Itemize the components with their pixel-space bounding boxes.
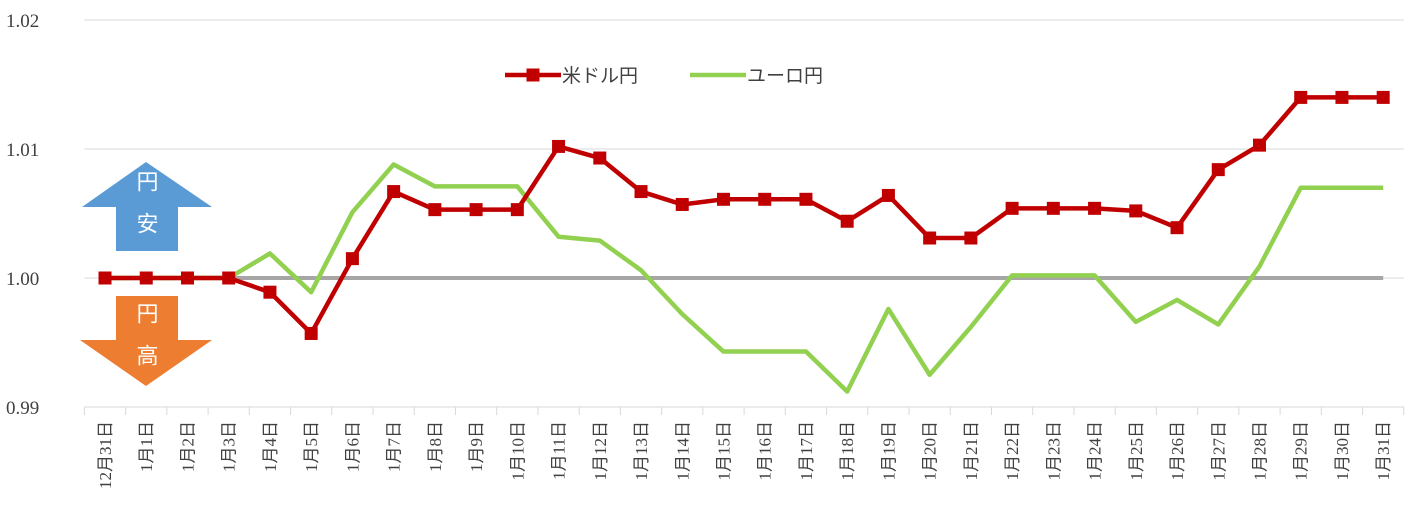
x-tick-label: 1月5日 — [302, 421, 321, 472]
x-tick-label: 1月27日 — [1209, 421, 1228, 481]
legend-label: 米ドル円 — [562, 65, 638, 87]
marker — [1046, 201, 1060, 215]
marker — [593, 151, 607, 165]
x-tick-label: 1月16日 — [756, 421, 775, 481]
marker — [387, 185, 401, 199]
marker — [840, 214, 854, 228]
marker — [139, 271, 153, 285]
marker — [222, 271, 236, 285]
x-tick-label: 12月31日 — [96, 421, 115, 489]
marker — [304, 326, 318, 340]
x-tick-label: 1月12日 — [591, 421, 610, 481]
x-tick-label: 1月13日 — [632, 421, 651, 481]
marker — [552, 139, 566, 153]
arrow-down — [80, 296, 212, 386]
x-tick-label: 1月23日 — [1044, 421, 1063, 481]
marker — [1252, 138, 1266, 152]
series-line — [105, 95, 1384, 336]
marker — [345, 252, 359, 266]
marker — [675, 197, 689, 211]
x-tick-label: 1月28日 — [1250, 421, 1269, 481]
legend-marker — [526, 68, 540, 82]
x-tick-label: 1月4日 — [261, 421, 280, 472]
x-tick-label: 1月29日 — [1292, 421, 1311, 481]
x-tick-label: 1月25日 — [1127, 421, 1146, 481]
series-line — [105, 162, 1384, 394]
marker — [716, 192, 730, 206]
x-tick-label: 1月1日 — [137, 421, 156, 472]
marker — [1376, 90, 1390, 104]
x-tick-label: 1月24日 — [1086, 421, 1105, 481]
marker — [1088, 201, 1102, 215]
y-tick-label: 1.00 — [6, 269, 39, 290]
y-tick-label: 0.99 — [6, 398, 39, 419]
marker — [1211, 163, 1225, 177]
marker — [1129, 204, 1143, 218]
x-tick-label: 1月31日 — [1374, 421, 1393, 481]
marker — [469, 203, 483, 217]
x-tick-label: 1月26日 — [1168, 421, 1187, 481]
y-tick-label: 1.01 — [6, 140, 39, 161]
marker — [923, 231, 937, 245]
x-tick-label: 1月15日 — [714, 421, 733, 481]
marker — [634, 185, 648, 199]
marker — [799, 192, 813, 206]
x-tick-label: 1月10日 — [508, 421, 527, 481]
x-tick-label: 1月21日 — [962, 421, 981, 481]
x-tick-label: 1月14日 — [673, 421, 692, 481]
marker — [1005, 201, 1019, 215]
marker — [1170, 221, 1184, 235]
x-tick-label: 1月30日 — [1333, 421, 1352, 481]
marker — [263, 285, 277, 299]
marker — [510, 203, 524, 217]
marker — [758, 192, 772, 206]
x-tick-label: 1月20日 — [921, 421, 940, 481]
x-tick-label: 1月7日 — [385, 421, 404, 472]
marker — [964, 231, 978, 245]
marker — [881, 188, 895, 202]
x-tick-label: 1月18日 — [838, 421, 857, 481]
x-tick-label: 1月8日 — [426, 421, 445, 472]
x-tick-label: 1月22日 — [1003, 421, 1022, 481]
x-tick-label: 1月2日 — [178, 421, 197, 472]
arrow-up — [82, 162, 212, 251]
arrow-label: 円高 — [134, 302, 159, 386]
marker — [1335, 90, 1349, 104]
x-tick-label: 1月17日 — [797, 421, 816, 481]
y-tick-label: 1.02 — [6, 11, 39, 32]
marker — [428, 203, 442, 217]
x-tick-label: 1月3日 — [220, 421, 239, 472]
x-tick-label: 1月19日 — [879, 421, 898, 481]
x-tick-label: 1月9日 — [467, 421, 486, 472]
marker — [98, 271, 112, 285]
legend-label: ユーロ円 — [747, 66, 823, 87]
arrow-label: 円安 — [134, 170, 159, 254]
marker — [180, 271, 194, 285]
x-tick-label: 1月11日 — [550, 421, 569, 480]
marker — [1294, 90, 1308, 104]
x-tick-label: 1月6日 — [343, 421, 362, 472]
